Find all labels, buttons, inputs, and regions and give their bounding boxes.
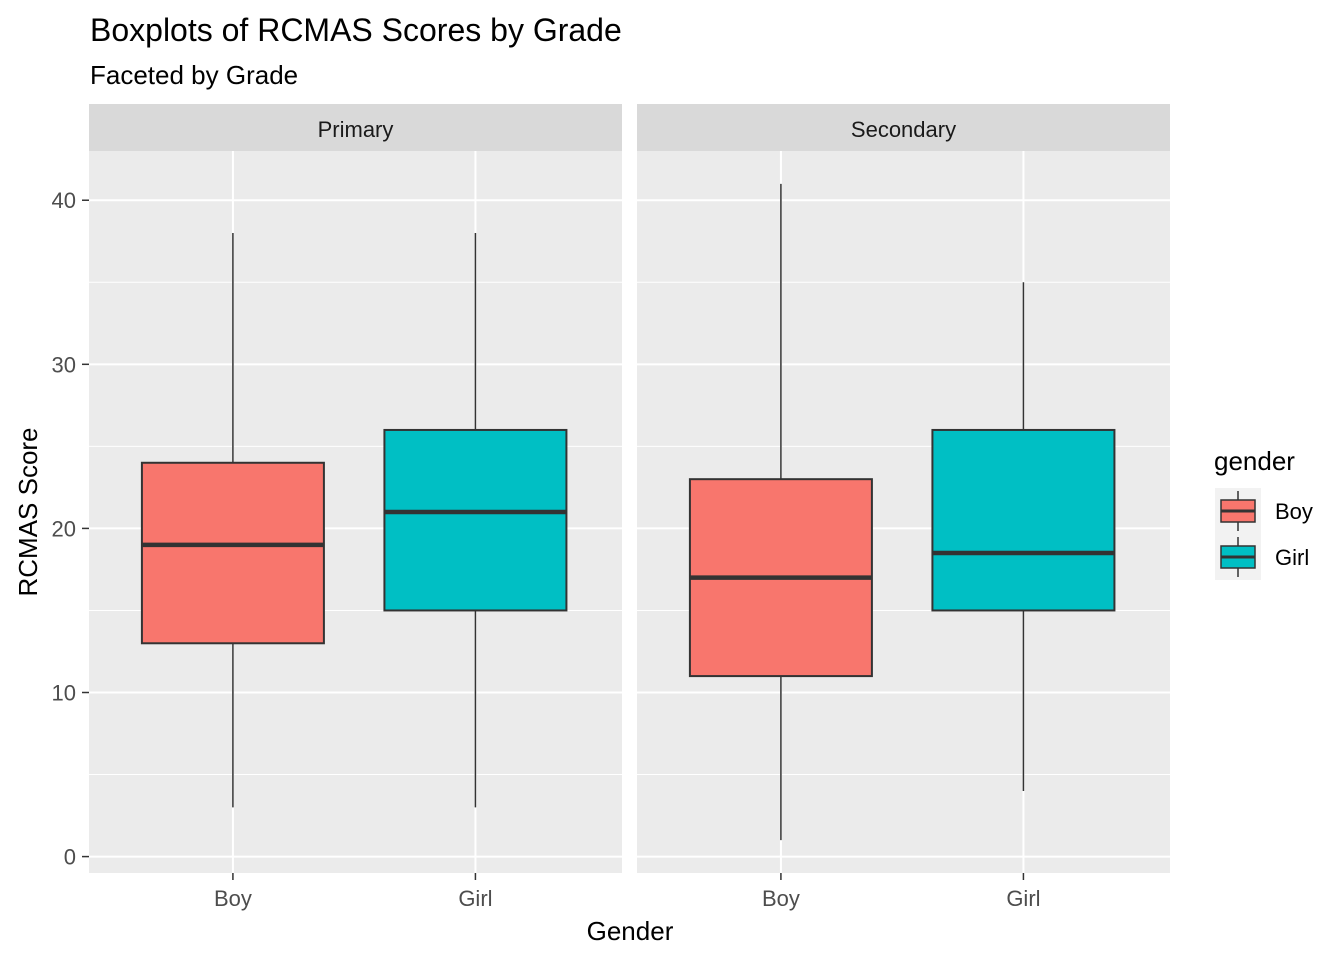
box-iqr [931,428,1116,612]
facet-strip-label: Secondary [851,117,956,142]
legend-title: gender [1214,446,1295,476]
facet-strip-label: Primary [318,117,394,142]
y-tick-label: 0 [64,845,76,870]
x-tick-label: Boy [214,886,252,911]
facet-panel-primary: Primary Boy Girl [89,104,622,911]
legend: gender Boy Girl [1214,446,1313,580]
y-tick-label: 40 [52,188,76,213]
legend-label: Girl [1275,545,1309,570]
x-tick-label: Girl [1006,886,1040,911]
box-iqr [383,428,568,612]
legend-item-girl: Girl [1215,534,1309,580]
facet-strip [637,104,1170,151]
box-girl [383,233,568,808]
y-axis-label: RCMAS Score [13,427,43,596]
y-axis: 0 10 20 30 40 [52,188,89,870]
box-girl [931,282,1116,791]
box-boy [688,183,873,841]
x-axis-label: Gender [587,916,674,946]
box-boy [140,233,325,808]
legend-label: Boy [1275,499,1313,524]
chart-title: Boxplots of RCMAS Scores by Grade [90,12,622,48]
facet-strip [89,104,622,151]
y-tick-label: 20 [52,516,76,541]
facet-panels: Primary Boy Girl Secondary Boy Girl [89,104,1170,911]
x-tick-label: Girl [458,886,492,911]
box-iqr [140,461,325,645]
x-tick-label: Boy [762,886,800,911]
y-tick-label: 10 [52,681,76,706]
chart-subtitle: Faceted by Grade [90,60,298,90]
facet-panel-secondary: Secondary Boy Girl [637,104,1170,911]
legend-item-boy: Boy [1215,488,1313,534]
y-tick-label: 30 [52,352,76,377]
